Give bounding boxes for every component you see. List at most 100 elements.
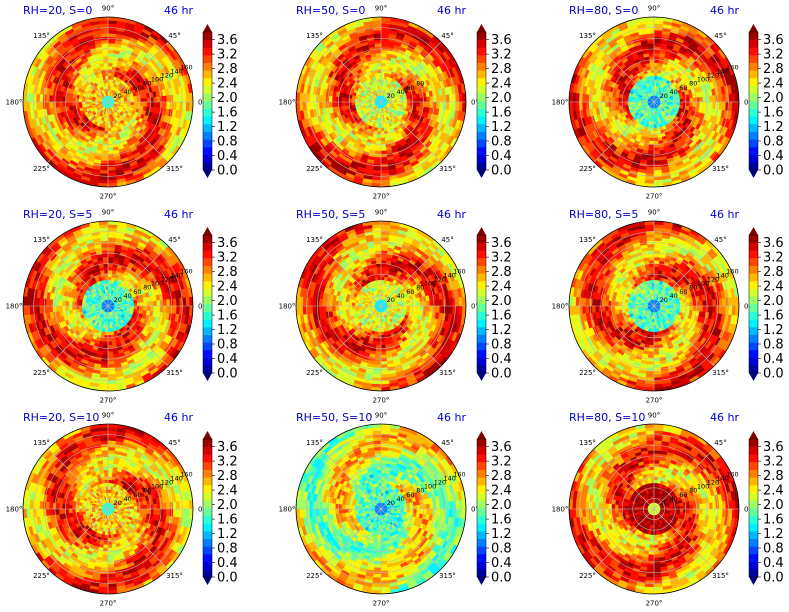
colorbar-segment xyxy=(203,124,212,132)
angle-tick-label: 135° xyxy=(579,236,596,244)
colorbar-segment xyxy=(203,350,212,358)
angle-tick-label: 90° xyxy=(648,209,660,217)
polar-border xyxy=(295,220,467,392)
panel-time: 46 hr xyxy=(710,411,739,424)
colorbar-tick-label: 0.8 xyxy=(491,338,512,353)
angle-tick-label: 180° xyxy=(552,506,569,514)
colorbar-segment xyxy=(203,334,212,343)
colorbar: 0.00.40.81.21.62.02.42.83.23.6 xyxy=(748,431,784,586)
radial-tick-label: 80 xyxy=(416,80,424,88)
angle-tick-label: 135° xyxy=(33,236,50,244)
colorbar-segment xyxy=(203,554,212,562)
angle-tick-label: 270° xyxy=(646,193,663,201)
radial-tick-label: 160 xyxy=(453,471,465,479)
colorbar-tick-label: 2.8 xyxy=(217,62,238,77)
radial-tick-label: 120 xyxy=(161,479,173,487)
radial-tick-label: 120 xyxy=(707,276,719,284)
colorbar-tick-label: 2.8 xyxy=(763,469,784,484)
colorbar-segment xyxy=(203,515,212,524)
colorbar-segment xyxy=(203,561,212,570)
radial-tick-label: 60 xyxy=(679,84,687,92)
colorbar-segment xyxy=(749,281,758,289)
colorbar-tick-label: 2.0 xyxy=(491,294,512,309)
colorbar-segment xyxy=(203,62,212,71)
angle-tick-label: 180° xyxy=(279,506,296,514)
colorbar-tick-label: 3.6 xyxy=(763,236,784,251)
colorbar-tick-label: 0.8 xyxy=(491,542,512,557)
angle-tick-label: 270° xyxy=(373,600,390,608)
colorbar-segment xyxy=(477,39,486,48)
colorbar-tick-label: 3.6 xyxy=(217,236,238,251)
radial-tick-label: 60 xyxy=(133,288,141,296)
colorbar-segment xyxy=(477,258,486,266)
radial-tick-label: 100 xyxy=(697,76,709,84)
colorbar-segment xyxy=(203,273,212,282)
panel-title: RH=50, S=5 xyxy=(296,208,365,221)
colorbar-segment xyxy=(203,78,212,86)
colorbar-segment xyxy=(203,304,212,312)
colorbar-segment xyxy=(203,70,212,79)
colorbar-segment xyxy=(477,554,486,562)
colorbar-segment xyxy=(477,32,486,40)
colorbar-tick-label: 3.6 xyxy=(763,33,784,48)
polar-grid-spoke xyxy=(380,305,442,367)
angle-tick-label: 180° xyxy=(552,303,569,311)
colorbar-extend-max xyxy=(477,227,486,235)
colorbar: 0.00.40.81.21.62.02.42.83.23.6 xyxy=(476,24,512,179)
radial-tick-label: 40 xyxy=(669,292,677,300)
colorbar-segment xyxy=(749,469,758,478)
angle-tick-label: 225° xyxy=(579,369,596,377)
colorbar-segment xyxy=(749,304,758,312)
angle-tick-label: 135° xyxy=(33,32,50,40)
angle-tick-label: 270° xyxy=(373,193,390,201)
colorbar-extend-max xyxy=(477,24,486,32)
colorbar-segment xyxy=(749,462,758,470)
colorbar-tick-label: 0.0 xyxy=(491,164,512,179)
colorbar-segment xyxy=(203,319,212,328)
polar-grid-spoke xyxy=(593,305,655,367)
panel-title: RH=50, S=0 xyxy=(296,4,365,17)
colorbar-extend-max xyxy=(749,24,758,32)
colorbar-tick-label: 0.8 xyxy=(763,338,784,353)
polar-field xyxy=(569,424,739,594)
angle-tick-label: 270° xyxy=(100,397,117,405)
angle-tick-label: 45° xyxy=(168,236,180,244)
colorbar-tick-label: 0.4 xyxy=(763,352,784,367)
colorbar-segment xyxy=(749,327,758,335)
angle-tick-label: 0° xyxy=(744,506,752,514)
colorbar-tick-label: 3.2 xyxy=(763,251,784,266)
angle-tick-label: 0° xyxy=(198,506,206,514)
angle-tick-label: 225° xyxy=(33,165,50,173)
angle-tick-label: 0° xyxy=(744,99,752,107)
colorbar-tick-label: 2.4 xyxy=(763,77,784,92)
colorbar-segment xyxy=(477,101,486,109)
colorbar-segment xyxy=(477,334,486,343)
angle-tick-label: 45° xyxy=(714,32,726,40)
colorbar-segment xyxy=(749,265,758,274)
angle-tick-label: 180° xyxy=(6,506,23,514)
radial-tick-label: 20 xyxy=(114,499,122,507)
colorbar-tick-label: 1.6 xyxy=(763,513,784,528)
colorbar-segment xyxy=(203,508,212,516)
polar-field xyxy=(23,221,193,391)
polar-grid-spoke xyxy=(593,41,655,103)
colorbar-segment xyxy=(749,108,758,117)
radial-tick-label: 80 xyxy=(143,487,151,495)
radial-tick-label: 100 xyxy=(424,280,436,288)
colorbar-tick-label: 2.0 xyxy=(763,294,784,309)
colorbar-segment xyxy=(749,162,758,171)
colorbar-segment xyxy=(203,139,212,148)
colorbar-tick-label: 3.6 xyxy=(763,440,784,455)
colorbar-extend-min xyxy=(477,170,486,178)
colorbar-segment xyxy=(477,357,486,366)
colorbar-tick-label: 3.2 xyxy=(217,251,238,266)
colorbar-segment xyxy=(477,304,486,312)
angle-tick-label: 315° xyxy=(712,369,729,377)
angle-tick-label: 225° xyxy=(306,369,323,377)
colorbar-segment xyxy=(203,469,212,478)
colorbar-segment xyxy=(477,469,486,478)
colorbar-segment xyxy=(477,523,486,532)
colorbar-segment xyxy=(203,477,212,486)
colorbar-segment xyxy=(749,554,758,562)
colorbar-segment xyxy=(749,311,758,320)
